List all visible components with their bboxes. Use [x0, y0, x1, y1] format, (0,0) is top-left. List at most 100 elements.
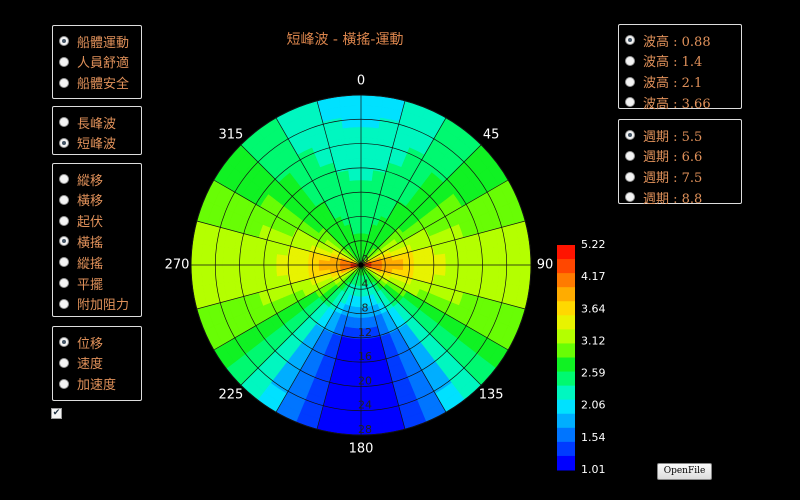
option-label: 週期 : 5.5 — [643, 129, 703, 145]
radio-option[interactable]: 加速度 — [59, 375, 116, 393]
spoke — [360, 117, 447, 266]
radio-button[interactable] — [59, 56, 69, 67]
radio-button[interactable] — [59, 77, 69, 88]
contour-cell — [222, 264, 235, 284]
radio-button[interactable] — [59, 378, 69, 389]
radio-option[interactable]: 週期 : 8.8 — [625, 188, 702, 207]
contour-cell — [345, 147, 362, 160]
radio-option[interactable]: 船體運動 — [59, 32, 130, 51]
radio-option[interactable]: 船體安全 — [59, 74, 129, 92]
option-label: 波高 : 0.88 — [643, 34, 711, 50]
radio-group: 位移速度加速度 — [52, 326, 142, 401]
radio-option[interactable]: 位移 — [59, 333, 103, 352]
radio-button[interactable] — [59, 215, 69, 226]
checkbox[interactable]: ✔ — [51, 408, 62, 419]
spoke — [213, 179, 362, 266]
radio-button[interactable] — [59, 278, 69, 288]
colorbar-band — [557, 357, 575, 373]
spoke — [196, 264, 362, 310]
colorbar-band — [557, 399, 575, 415]
radio-button[interactable] — [59, 137, 69, 148]
radio-button[interactable] — [59, 117, 69, 127]
radio-option[interactable]: 附加阻力 — [59, 295, 129, 313]
radio-button[interactable] — [625, 130, 635, 140]
colorbar-label: 1.01 — [581, 463, 606, 476]
radio-button[interactable] — [59, 298, 69, 309]
radio-button[interactable] — [625, 171, 635, 182]
radial-label: 20 — [358, 374, 372, 387]
grid-circle — [312, 216, 410, 314]
radio-option[interactable]: 縱移 — [59, 170, 103, 189]
grid-circle — [263, 167, 459, 363]
spoke — [360, 264, 526, 310]
contour-cell — [497, 245, 511, 266]
contour-cell — [349, 179, 362, 192]
option-label: 加速度 — [77, 378, 117, 394]
radio-button[interactable] — [625, 55, 635, 66]
grid-circle — [287, 191, 435, 339]
spoke — [360, 264, 406, 430]
contour-cell — [190, 264, 204, 288]
spoke — [275, 264, 362, 413]
radio-option[interactable]: 起伏 — [59, 212, 103, 230]
radio-option[interactable]: 橫移 — [59, 191, 103, 209]
contour-cell — [339, 105, 362, 118]
radio-option[interactable]: 人員舒適 — [59, 53, 129, 71]
spoke — [240, 264, 362, 386]
radio-group: 船體運動人員舒適船體安全 — [52, 25, 142, 99]
spoke — [196, 220, 362, 266]
radio-button[interactable] — [625, 76, 635, 87]
spoke — [240, 144, 362, 266]
contour-cell — [360, 169, 374, 182]
radio-option[interactable]: 週期 : 6.6 — [625, 147, 702, 165]
angle-label: 315 — [218, 127, 243, 142]
radio-option[interactable]: 週期 : 5.5 — [625, 126, 703, 145]
radial-label: 8 — [362, 302, 369, 315]
radio-button[interactable] — [625, 192, 635, 203]
radio-option[interactable]: 波高 : 2.1 — [625, 73, 702, 91]
contour-cell — [201, 243, 214, 266]
radial-label: 28 — [358, 423, 372, 436]
radio-button[interactable] — [59, 337, 69, 347]
radio-option[interactable]: 橫搖 — [59, 232, 103, 251]
radio-option[interactable]: 速度 — [59, 354, 103, 372]
contour-cell — [434, 253, 447, 266]
radio-button[interactable] — [59, 257, 69, 268]
grid-circle — [239, 143, 483, 387]
contour-cell — [275, 264, 288, 277]
radio-option[interactable]: 波高 : 1.4 — [625, 52, 702, 70]
radio-group: 縱移橫移起伏橫搖縱搖平擺附加阻力 — [52, 163, 142, 317]
radio-option[interactable]: 波高 : 0.88 — [625, 31, 711, 50]
radio-option[interactable]: 短峰波 — [59, 134, 116, 152]
radio-group: 週期 : 5.5 週期 : 6.6 週期 : 7.5 週期 : 8.8 — [618, 119, 742, 207]
radio-button[interactable] — [59, 194, 69, 205]
contour-cell — [265, 252, 278, 266]
contour-cell — [444, 252, 457, 266]
grid-circle — [214, 118, 508, 412]
contour-cell — [275, 253, 288, 266]
radio-button[interactable] — [625, 97, 635, 108]
radio-option[interactable]: 週期 : 7.5 — [625, 168, 702, 186]
radio-option[interactable]: 平擺 — [59, 274, 103, 293]
contour-cell — [360, 115, 381, 129]
colorbar-band — [557, 287, 575, 302]
option-label: 船體運動 — [77, 35, 130, 51]
contour-cell — [508, 243, 521, 266]
colorbar-band — [557, 343, 575, 358]
option-label: 波高 : 2.1 — [643, 76, 703, 92]
colorbar-label: 1.54 — [581, 431, 606, 444]
option-label: 長峰波 — [77, 116, 117, 132]
radio-option[interactable]: 縱搖 — [59, 253, 103, 272]
radio-button[interactable] — [59, 357, 69, 368]
radio-button[interactable] — [59, 236, 69, 247]
spoke — [360, 264, 509, 351]
radio-button[interactable] — [625, 150, 635, 161]
radio-button[interactable] — [625, 35, 635, 45]
open-file-button[interactable]: OpenFile — [657, 463, 712, 480]
radio-button[interactable] — [59, 36, 69, 46]
radio-option[interactable]: 長峰波 — [59, 113, 117, 132]
contour-cell — [296, 264, 309, 274]
radio-button[interactable] — [59, 174, 69, 184]
radio-option[interactable]: 波高 : 3.66 — [625, 93, 711, 112]
